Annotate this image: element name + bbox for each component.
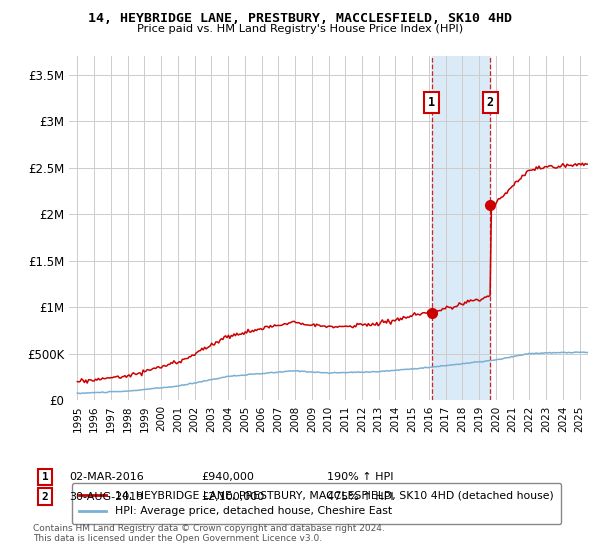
Text: 02-MAR-2016: 02-MAR-2016 <box>69 472 144 482</box>
Text: 1: 1 <box>428 96 436 109</box>
Bar <box>432 56 490 400</box>
Text: £940,000: £940,000 <box>201 472 254 482</box>
Text: 2: 2 <box>41 492 49 502</box>
Text: 190% ↑ HPI: 190% ↑ HPI <box>327 472 394 482</box>
Text: 14, HEYBRIDGE LANE, PRESTBURY, MACCLESFIELD, SK10 4HD: 14, HEYBRIDGE LANE, PRESTBURY, MACCLESFI… <box>88 12 512 25</box>
Text: 475% ↑ HPI: 475% ↑ HPI <box>327 492 394 502</box>
Text: Price paid vs. HM Land Registry's House Price Index (HPI): Price paid vs. HM Land Registry's House … <box>137 24 463 34</box>
Text: £2,100,000: £2,100,000 <box>201 492 264 502</box>
Text: Contains HM Land Registry data © Crown copyright and database right 2024.
This d: Contains HM Land Registry data © Crown c… <box>33 524 385 543</box>
Text: 30-AUG-2019: 30-AUG-2019 <box>69 492 143 502</box>
Legend: 14, HEYBRIDGE LANE, PRESTBURY, MACCLESFIELD, SK10 4HD (detached house), HPI: Ave: 14, HEYBRIDGE LANE, PRESTBURY, MACCLESFI… <box>72 483 562 524</box>
Text: 2: 2 <box>487 96 494 109</box>
Text: 1: 1 <box>41 472 49 482</box>
